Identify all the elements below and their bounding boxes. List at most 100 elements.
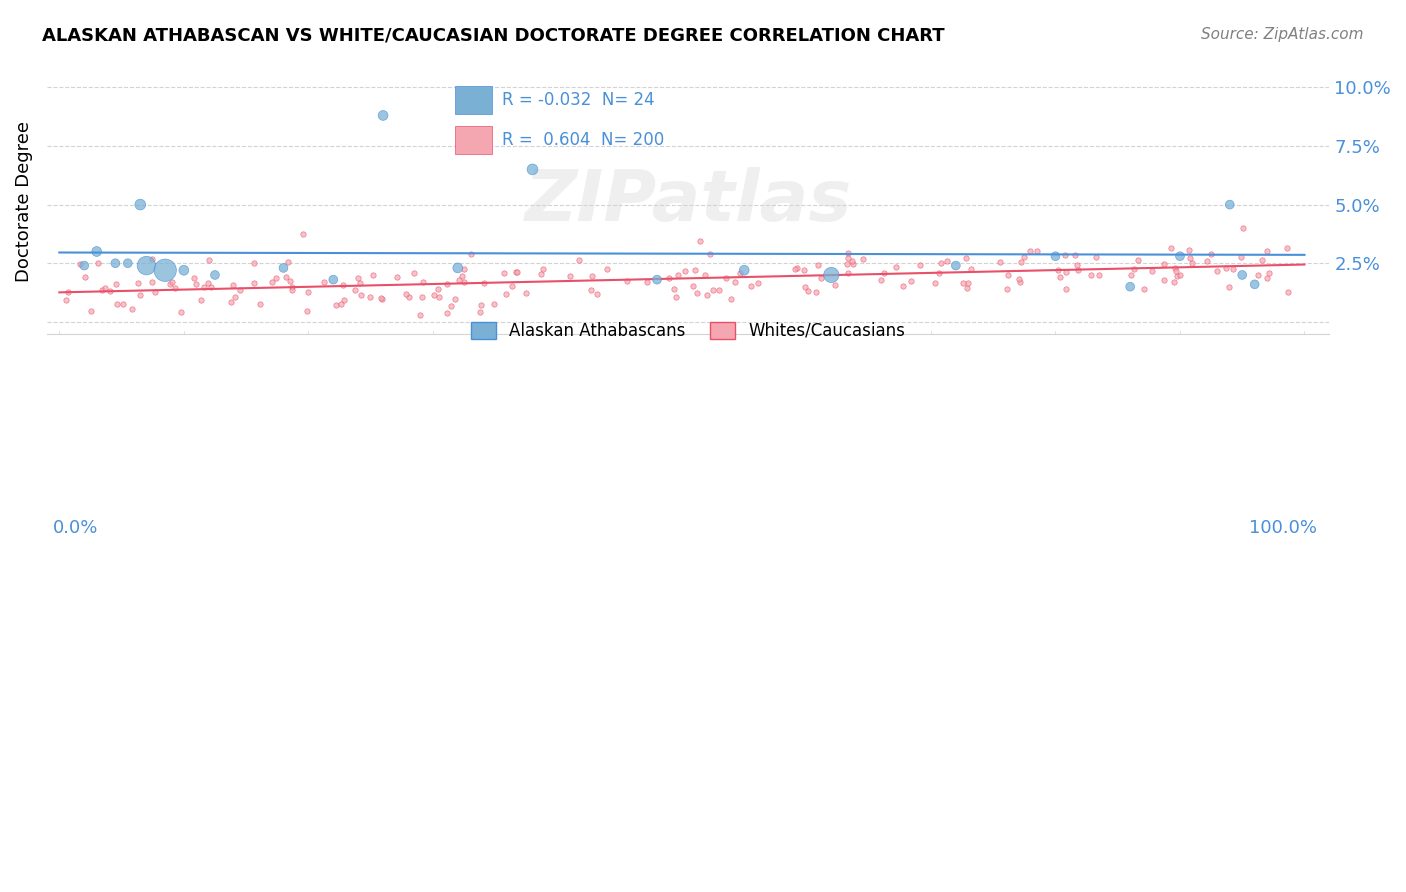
Point [807, 258, 830, 272]
Point [332, 277, 354, 292]
Point [91, 283, 114, 297]
Point [1206, 264, 1229, 278]
Point [928, 266, 950, 280]
Point [1153, 273, 1175, 287]
Point [1008, 271, 1031, 285]
Point [506, 265, 529, 279]
Point [436, 306, 458, 320]
Point [1232, 221, 1254, 235]
Point [219, 295, 242, 310]
Point [924, 276, 946, 290]
Point [330, 297, 353, 311]
Point [56, 285, 79, 299]
Point [349, 277, 371, 291]
Point [740, 279, 762, 293]
Point [273, 260, 295, 275]
Point [193, 280, 215, 294]
Point [955, 251, 977, 265]
Point [1180, 256, 1202, 270]
Point [952, 277, 974, 291]
Point [104, 277, 127, 292]
Point [482, 296, 505, 310]
Point [873, 266, 896, 280]
Point [959, 262, 981, 277]
Point [1140, 264, 1163, 278]
Point [1119, 268, 1142, 282]
Point [412, 275, 434, 289]
Point [586, 287, 609, 301]
Point [824, 278, 846, 293]
Point [297, 285, 319, 299]
Point [1256, 244, 1278, 259]
Point [344, 283, 367, 297]
Point [1197, 253, 1219, 268]
Point [359, 290, 381, 304]
Text: 100.0%: 100.0% [1249, 519, 1317, 537]
Point [98, 284, 121, 298]
Point [1049, 270, 1071, 285]
Point [929, 256, 952, 270]
Point [492, 266, 515, 280]
Point [105, 297, 128, 311]
Point [884, 260, 907, 274]
Point [278, 274, 301, 288]
Point [224, 290, 246, 304]
Point [1014, 250, 1036, 264]
Point [153, 263, 176, 277]
Point [370, 291, 392, 305]
Point [159, 277, 181, 291]
Point [665, 290, 688, 304]
Point [266, 270, 288, 285]
Point [664, 282, 686, 296]
Point [1218, 279, 1240, 293]
Point [820, 268, 842, 282]
Point [1170, 268, 1192, 282]
Point [1019, 244, 1042, 258]
Point [129, 288, 152, 302]
Point [1153, 257, 1175, 271]
Point [1008, 275, 1031, 289]
Point [696, 288, 718, 302]
Point [522, 162, 544, 177]
Point [636, 275, 658, 289]
Point [436, 277, 458, 292]
Y-axis label: Doctorate Degree: Doctorate Degree [15, 120, 32, 282]
Point [204, 268, 226, 282]
Point [427, 290, 450, 304]
Point [453, 261, 475, 276]
Point [870, 273, 893, 287]
Point [1247, 268, 1270, 282]
Point [1178, 244, 1201, 258]
Point [1119, 279, 1142, 293]
Point [716, 271, 738, 285]
Point [568, 252, 591, 267]
Point [468, 304, 491, 318]
Point [402, 266, 425, 280]
Point [793, 280, 815, 294]
Point [1026, 244, 1049, 259]
Point [242, 256, 264, 270]
Point [143, 285, 166, 300]
Point [720, 292, 742, 306]
Point [1199, 247, 1222, 261]
Point [1215, 260, 1237, 275]
Point [447, 260, 470, 275]
Text: R = -0.032  N= 24: R = -0.032 N= 24 [502, 91, 654, 110]
Point [183, 270, 205, 285]
Point [1045, 249, 1067, 263]
Point [274, 270, 297, 285]
Point [398, 290, 420, 304]
Point [1163, 275, 1185, 289]
Point [695, 268, 717, 282]
Point [1219, 197, 1241, 211]
Point [1243, 277, 1265, 292]
Point [579, 283, 602, 297]
Point [673, 263, 696, 277]
Point [956, 276, 979, 290]
Point [197, 277, 219, 291]
Point [73, 269, 96, 284]
Point [87, 256, 110, 270]
Point [616, 274, 638, 288]
Point [86, 244, 108, 259]
Point [835, 258, 858, 272]
